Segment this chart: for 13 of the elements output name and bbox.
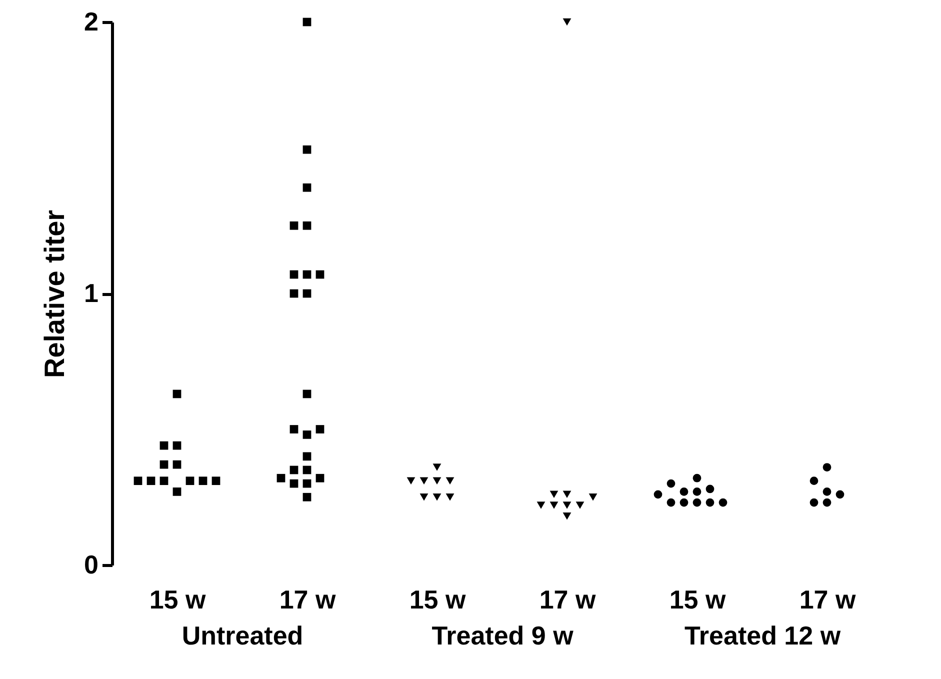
y-tick-label: 2 <box>84 6 98 36</box>
x-tick-label: 15 w <box>149 584 206 614</box>
x-axis-title: Untreated <box>182 620 304 650</box>
x-tick-label: 15 w <box>669 584 726 614</box>
x-tick-label: 17 w <box>279 584 336 614</box>
y-tick-label: 1 <box>84 278 98 308</box>
x-tick-label: 17 w <box>799 584 856 614</box>
x-tick-label: 17 w <box>539 584 596 614</box>
y-axis-title: Relative titer <box>39 210 70 378</box>
x-axis-title: Treated 12 w <box>684 620 842 650</box>
y-tick-label: 0 <box>84 550 98 580</box>
x-tick-label: 15 w <box>409 584 466 614</box>
x-axis-title: Treated 9 w <box>432 620 574 650</box>
